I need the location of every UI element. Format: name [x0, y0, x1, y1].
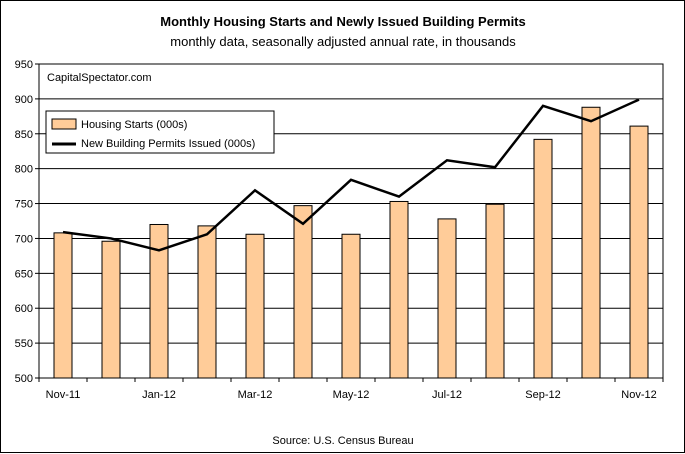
y-tick-label-800: 800	[15, 164, 33, 176]
legend-label-building-permits: New Building Permits Issued (000s)	[81, 138, 255, 150]
bar-Nov-11	[54, 233, 72, 378]
x-tick-label-Nov-12: Nov-12	[621, 389, 656, 401]
y-tick-label-600: 600	[15, 303, 33, 315]
y-tick-label-900: 900	[15, 94, 33, 106]
bar-Mar-12	[246, 234, 264, 378]
legend-label-housing-starts: Housing Starts (000s)	[81, 119, 187, 131]
y-tick-label-850: 850	[15, 129, 33, 141]
bar-Jul-12	[438, 219, 456, 378]
bar-May-12	[342, 234, 360, 378]
y-tick-label-950: 950	[15, 59, 33, 71]
y-tick-label-750: 750	[15, 199, 33, 211]
bar-Feb-12	[198, 226, 216, 378]
bar-Oct-12	[582, 107, 600, 378]
y-tick-label-550: 550	[15, 338, 33, 350]
bar-Aug-12	[486, 204, 504, 378]
x-tick-label-Jul-12: Jul-12	[432, 389, 462, 401]
legend-swatch-housing-starts	[52, 119, 76, 129]
y-tick-label-500: 500	[15, 373, 33, 385]
x-axis-ticks: Nov-11 Jan-12 Mar-12 May-12 Jul-12 Sep-12 Nov-…	[39, 378, 663, 401]
bar-Dec-11	[102, 241, 120, 378]
bar-Nov-12	[630, 126, 648, 378]
y-tick-label-700: 700	[15, 233, 33, 245]
bar-Apr-12	[294, 206, 312, 378]
y-tick-label-650: 650	[15, 268, 33, 280]
y-axis-ticks: 500 550 600 650 700 750 800 850 900 950	[15, 59, 39, 385]
bar-Sep-12	[534, 139, 552, 378]
x-tick-label-Sep-12: Sep-12	[525, 389, 560, 401]
watermark-label: CapitalSpectator.com	[47, 72, 152, 84]
x-tick-label-Mar-12: Mar-12	[238, 389, 273, 401]
legend: Housing Starts (000s) New Building Permi…	[46, 111, 274, 153]
source-note: Source: U.S. Census Bureau	[272, 435, 413, 447]
x-tick-label-May-12: May-12	[333, 389, 370, 401]
bar-Jun-12	[390, 201, 408, 378]
chart-title: Monthly Housing Starts and Newly Issued …	[160, 14, 526, 29]
x-tick-label-Jan-12: Jan-12	[142, 389, 176, 401]
chart-subtitle: monthly data, seasonally adjusted annual…	[170, 34, 516, 49]
x-tick-label-Nov-11: Nov-11	[46, 389, 81, 401]
